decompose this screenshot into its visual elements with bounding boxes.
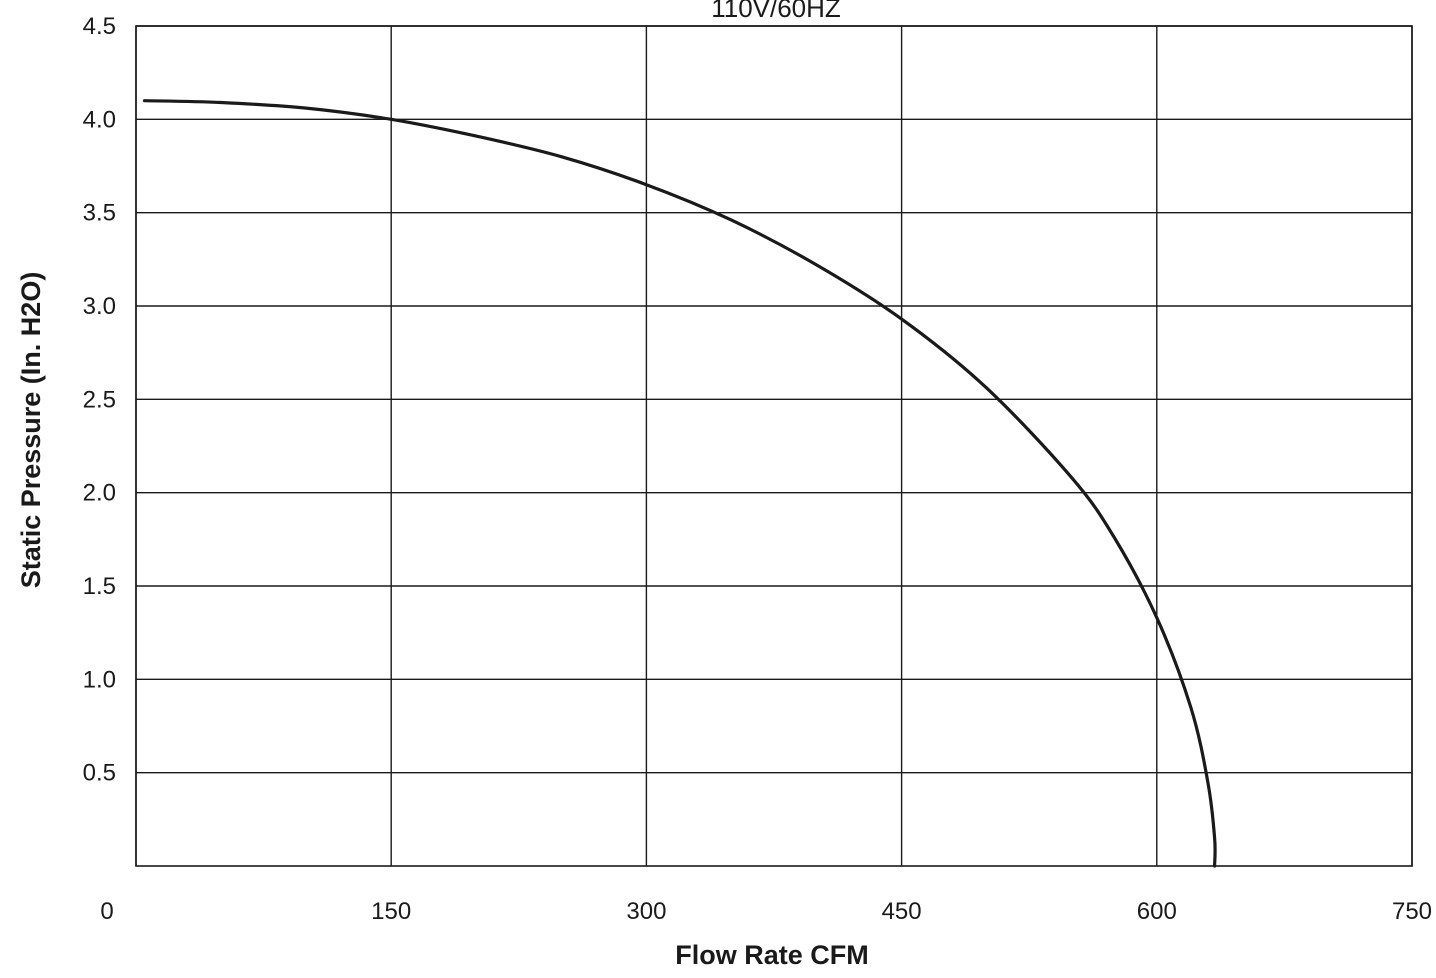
y-tick-label: 3.0 bbox=[83, 293, 116, 320]
x-tick-label: 0 bbox=[100, 898, 113, 925]
y-tick-label: 3.5 bbox=[83, 200, 116, 227]
x-tick-label: 450 bbox=[882, 898, 922, 925]
y-tick-label: 1.0 bbox=[83, 666, 116, 693]
y-tick-label: 4.5 bbox=[83, 13, 116, 40]
x-tick-label: 150 bbox=[371, 898, 411, 925]
y-tick-labels: 0.5 1.0 1.5 2.0 2.5 3.0 3.5 4.0 4.5 bbox=[83, 13, 116, 787]
x-tick-label: 300 bbox=[626, 898, 666, 925]
x-tick-label: 600 bbox=[1137, 898, 1177, 925]
x-axis-title: Flow Rate CFM bbox=[675, 940, 869, 970]
y-tick-label: 2.5 bbox=[83, 386, 116, 413]
y-axis-title: Static Pressure (In. H2O) bbox=[16, 272, 46, 589]
y-tick-label: 1.5 bbox=[83, 573, 116, 600]
y-tick-label: 0.5 bbox=[83, 760, 116, 787]
y-tick-label: 2.0 bbox=[83, 480, 116, 507]
chart-title: 110V/60HZ bbox=[711, 0, 841, 23]
y-tick-label: 4.0 bbox=[83, 106, 116, 133]
x-tick-label: 750 bbox=[1392, 898, 1432, 925]
